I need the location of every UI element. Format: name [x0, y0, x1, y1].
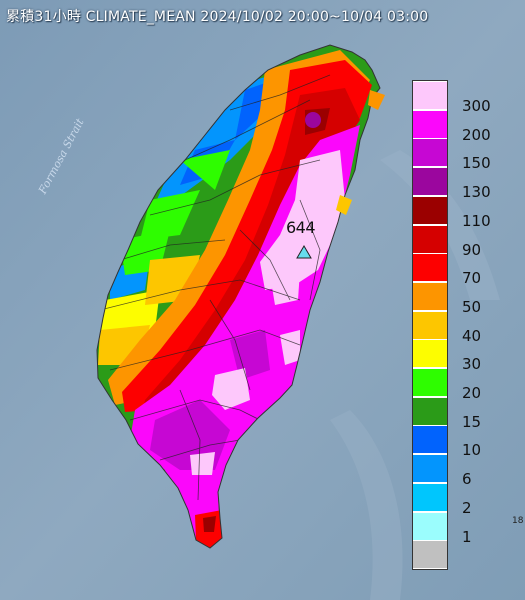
legend-label: 10: [462, 441, 482, 460]
peak-value-label: 644: [286, 218, 316, 237]
legend-swatch: [413, 139, 447, 167]
legend-swatch: [413, 254, 447, 282]
legend-label: 150: [462, 154, 491, 173]
legend-swatch: [413, 512, 447, 540]
legend-swatch: [413, 110, 447, 138]
legend-label: 300: [462, 97, 491, 115]
legend-swatch: [413, 82, 447, 109]
legend-swatch: [413, 340, 447, 368]
peak-marker-triangle: [296, 245, 312, 259]
legend-swatch: [413, 483, 447, 511]
legend-swatch: [413, 168, 447, 196]
legend-label: 70: [462, 269, 482, 288]
legend-swatch: [413, 311, 447, 339]
legend-label: 1: [462, 527, 472, 546]
legend-swatch: [413, 426, 447, 454]
legend-label: 30: [462, 355, 482, 374]
legend-swatch: [413, 455, 447, 483]
legend-label: 90: [462, 240, 482, 259]
edge-mark: 18: [512, 516, 524, 526]
legend-swatch: [413, 397, 447, 425]
legend-swatch: [413, 196, 447, 224]
legend-label: 200: [462, 125, 491, 144]
legend-swatch: [413, 282, 447, 310]
legend-label: 110: [462, 211, 491, 230]
legend-label: 50: [462, 297, 482, 316]
legend-swatch: [413, 541, 447, 569]
legend-label: 6: [462, 470, 472, 489]
legend-swatch: [413, 225, 447, 253]
legend-swatch: [413, 369, 447, 396]
legend-label: 40: [462, 326, 482, 345]
color-legend: [412, 80, 448, 570]
legend-label: 2: [462, 498, 472, 517]
map-title: 累積31小時 CLIMATE_MEAN 2024/10/02 20:00~10/…: [6, 9, 429, 25]
legend-label: 20: [462, 384, 482, 402]
legend-label: 130: [462, 183, 491, 202]
legend-label: 15: [462, 412, 482, 431]
